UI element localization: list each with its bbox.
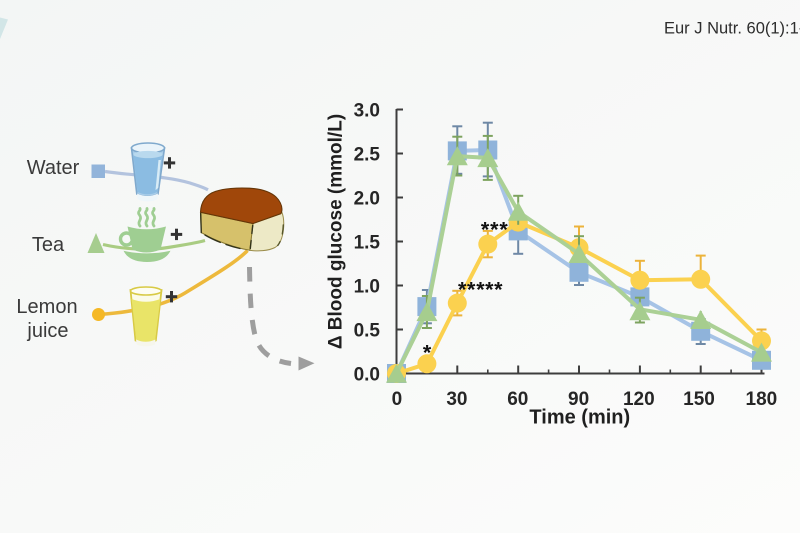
svg-text:0.0: 0.0 bbox=[354, 365, 380, 386]
svg-text:Lemon: Lemon bbox=[16, 296, 77, 318]
svg-text:*: * bbox=[485, 277, 494, 301]
svg-text:*: * bbox=[490, 217, 499, 241]
svg-text:Δ Blood glucose (mmol/L): Δ Blood glucose (mmol/L) bbox=[326, 114, 347, 349]
svg-text:2.0: 2.0 bbox=[354, 189, 380, 210]
svg-text:*: * bbox=[467, 277, 476, 301]
svg-text:*: * bbox=[481, 217, 490, 241]
svg-text:1.5: 1.5 bbox=[354, 233, 381, 254]
svg-text:juice: juice bbox=[26, 320, 68, 342]
svg-text:0.5: 0.5 bbox=[354, 321, 381, 342]
svg-text:*: * bbox=[476, 277, 485, 301]
svg-text:60: 60 bbox=[507, 389, 528, 410]
svg-text:0: 0 bbox=[392, 389, 403, 410]
svg-text:Time (min): Time (min) bbox=[529, 407, 630, 429]
svg-text:*: * bbox=[499, 217, 508, 241]
svg-text:*: * bbox=[458, 277, 467, 301]
svg-text:Tea: Tea bbox=[32, 234, 65, 256]
svg-text:2.5: 2.5 bbox=[354, 145, 381, 166]
svg-text:150: 150 bbox=[683, 389, 715, 410]
svg-text:*: * bbox=[423, 341, 432, 365]
svg-text:120: 120 bbox=[623, 389, 655, 410]
svg-text:Eur J Nutr. 60(1):1-: Eur J Nutr. 60(1):1- bbox=[664, 20, 800, 38]
svg-text:1.0: 1.0 bbox=[354, 277, 380, 298]
svg-text:Water: Water bbox=[27, 157, 80, 179]
svg-text:90: 90 bbox=[568, 389, 589, 410]
svg-text:30: 30 bbox=[446, 389, 467, 410]
svg-text:3.0: 3.0 bbox=[354, 101, 380, 122]
svg-text:*: * bbox=[494, 277, 503, 301]
svg-text:180: 180 bbox=[746, 389, 778, 410]
